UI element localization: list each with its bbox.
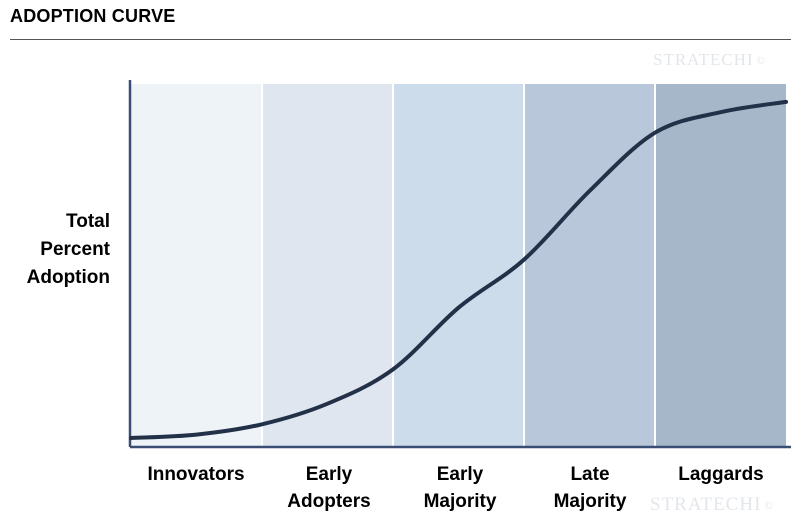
category-label-line: Laggards	[678, 464, 764, 485]
adoption-curve	[129, 99, 788, 440]
copyright-symbol: ©	[764, 499, 774, 512]
y-axis-label-line: Adoption	[26, 267, 110, 288]
category-label-line: Majority	[423, 491, 497, 512]
category-band	[131, 84, 262, 446]
category-label-line: Innovators	[147, 464, 245, 485]
category-band	[262, 84, 393, 446]
y-axis-label-line: Percent	[40, 239, 110, 260]
y-axis-label: Total Percent Adoption	[6, 208, 110, 292]
category-label-line: Majority	[553, 491, 627, 512]
watermark-text: STRATECHI	[650, 494, 762, 515]
watermark-top: STRATECHI ©	[653, 50, 766, 70]
category-label-late-majority: Late Majority	[525, 461, 655, 515]
category-label-line: Early	[305, 464, 353, 485]
watermark-text: STRATECHI	[653, 50, 754, 69]
category-label-early-adopters: Early Adopters	[264, 461, 394, 515]
category-label-early-majority: Early Majority	[395, 461, 525, 515]
copyright-symbol: ©	[756, 55, 766, 68]
title-divider	[10, 39, 791, 40]
y-axis-label-line: Total	[66, 211, 110, 232]
category-label-innovators: Innovators	[131, 461, 261, 488]
category-band	[524, 84, 655, 446]
category-label-line: Late	[570, 464, 610, 485]
category-label-line: Early	[436, 464, 484, 485]
category-band	[655, 84, 786, 446]
page-title: ADOPTION CURVE	[10, 6, 176, 26]
category-label-laggards: Laggards	[656, 461, 786, 488]
category-label-line: Adopters	[287, 491, 371, 512]
watermark-bottom: STRATECHI ©	[650, 494, 774, 516]
category-band	[393, 84, 524, 446]
